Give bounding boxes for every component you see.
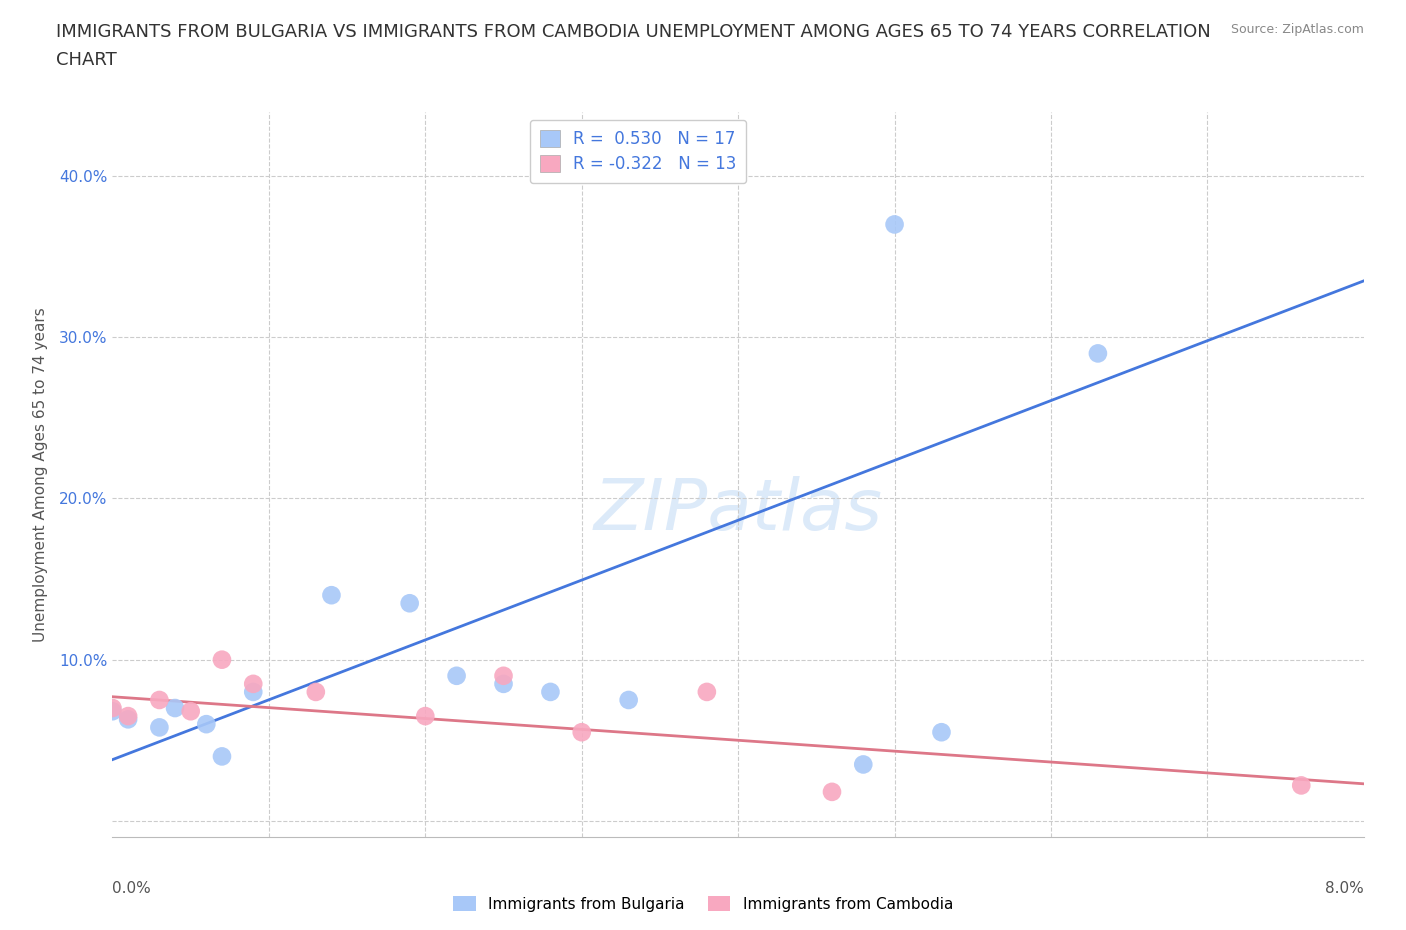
Text: IMMIGRANTS FROM BULGARIA VS IMMIGRANTS FROM CAMBODIA UNEMPLOYMENT AMONG AGES 65 : IMMIGRANTS FROM BULGARIA VS IMMIGRANTS F…	[56, 23, 1211, 41]
Point	[117, 709, 139, 724]
Point	[101, 700, 124, 715]
Point	[148, 720, 170, 735]
Text: 0.0%: 0.0%	[112, 881, 152, 896]
Text: 8.0%: 8.0%	[1324, 881, 1364, 896]
Point	[821, 784, 844, 799]
Point	[180, 704, 202, 719]
Point	[242, 684, 264, 699]
Point	[883, 217, 905, 232]
Point	[163, 700, 186, 715]
Point	[305, 684, 328, 699]
Point	[413, 709, 436, 724]
Point	[852, 757, 875, 772]
Legend: R =  0.530   N = 17, R = -0.322   N = 13: R = 0.530 N = 17, R = -0.322 N = 13	[530, 120, 747, 183]
Point	[931, 724, 953, 739]
Text: Source: ZipAtlas.com: Source: ZipAtlas.com	[1230, 23, 1364, 36]
Point	[211, 652, 233, 667]
Point	[1291, 778, 1313, 793]
Point	[617, 693, 640, 708]
Y-axis label: Unemployment Among Ages 65 to 74 years: Unemployment Among Ages 65 to 74 years	[32, 307, 48, 642]
Text: ZIPatlas: ZIPatlas	[593, 476, 883, 545]
Point	[538, 684, 561, 699]
Text: CHART: CHART	[56, 51, 117, 69]
Point	[148, 693, 170, 708]
Legend: Immigrants from Bulgaria, Immigrants from Cambodia: Immigrants from Bulgaria, Immigrants fro…	[447, 889, 959, 918]
Point	[1087, 346, 1109, 361]
Point	[696, 684, 718, 699]
Point	[211, 749, 233, 764]
Point	[492, 676, 515, 691]
Point	[398, 596, 420, 611]
Point	[101, 704, 124, 719]
Point	[321, 588, 343, 603]
Point	[195, 717, 218, 732]
Point	[492, 669, 515, 684]
Point	[117, 711, 139, 726]
Point	[571, 724, 593, 739]
Point	[242, 676, 264, 691]
Point	[446, 669, 468, 684]
